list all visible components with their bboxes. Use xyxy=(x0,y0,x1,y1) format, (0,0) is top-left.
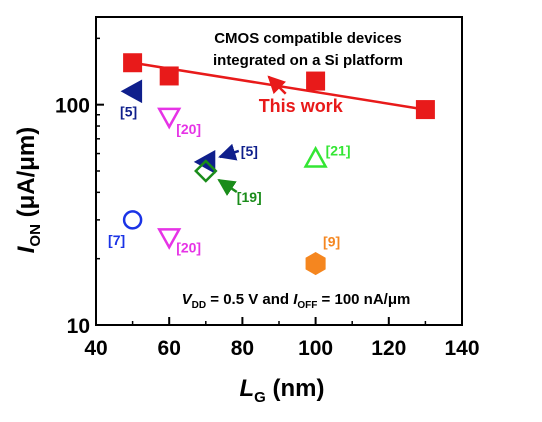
header-note-line-2: integrated on a Si platform xyxy=(213,52,403,69)
x-tick-label: 140 xyxy=(444,337,479,360)
x-tick-label: 80 xyxy=(231,337,254,360)
this-work-arrow xyxy=(267,75,287,95)
ref-5-arrow xyxy=(218,143,240,161)
y-tick-label: 10 xyxy=(67,315,90,338)
x-axis-label: LG (nm) xyxy=(240,375,325,406)
triangle-down-point xyxy=(157,228,182,250)
annotation-label: [7] xyxy=(108,232,125,248)
x-tick-label: 40 xyxy=(84,337,107,360)
square-point xyxy=(306,71,326,91)
x-tick-label: 100 xyxy=(298,337,333,360)
y-tick-label: 100 xyxy=(55,95,90,118)
annotation-label: [20] xyxy=(176,121,201,137)
x-tick-label: 120 xyxy=(371,337,406,360)
square-point xyxy=(415,100,435,120)
x-tick-label: 60 xyxy=(158,337,181,360)
annotation-label: [20] xyxy=(176,239,201,255)
diamond-point xyxy=(194,159,218,183)
triangle-down-point xyxy=(157,107,182,130)
triangle-up-point xyxy=(303,145,328,168)
y-axis-label: ION (μA/μm) xyxy=(13,127,44,254)
annotation-label: [9] xyxy=(323,234,340,250)
annotation-label: [19] xyxy=(237,189,262,205)
bottom-note: VDD = 0.5 V and IOFF = 100 nA/μm xyxy=(182,291,411,311)
ref-19-arrow xyxy=(217,178,238,197)
annotation-label: [21] xyxy=(326,142,351,158)
annotation-label: This work xyxy=(259,96,344,116)
annotation-label: [5] xyxy=(120,103,137,119)
triangle-left-point xyxy=(120,79,143,104)
square-point xyxy=(123,53,143,73)
circle-point xyxy=(122,210,143,230)
annotation-label: [5] xyxy=(241,143,258,159)
plot-frame xyxy=(95,16,463,326)
hexagon-point xyxy=(305,252,326,276)
square-point xyxy=(159,66,179,86)
header-note-line-1: CMOS compatible devices xyxy=(214,30,402,47)
